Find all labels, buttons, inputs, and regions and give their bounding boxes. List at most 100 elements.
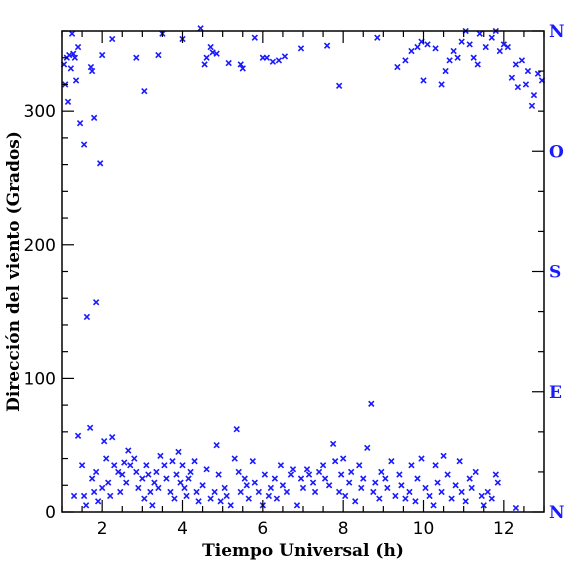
- data-point: [199, 482, 206, 489]
- y-tick-label: 200: [24, 236, 56, 256]
- data-point: [265, 492, 273, 500]
- data-point: [211, 488, 218, 496]
- data-point: [131, 455, 138, 462]
- data-point: [133, 54, 140, 61]
- data-point: [488, 34, 495, 41]
- data-point: [500, 41, 507, 48]
- data-point: [163, 475, 170, 482]
- data-point: [83, 313, 91, 321]
- data-point: [430, 502, 437, 509]
- data-point: [225, 59, 232, 67]
- data-point: [185, 475, 192, 482]
- data-point: [67, 65, 75, 72]
- data-point: [99, 484, 106, 492]
- data-point: [107, 492, 114, 500]
- data-point: [243, 482, 250, 489]
- data-point: [440, 452, 447, 460]
- data-point: [452, 482, 459, 489]
- data-points: [60, 25, 546, 512]
- data-point: [207, 495, 214, 502]
- data-point: [311, 488, 319, 496]
- data-point: [329, 440, 337, 448]
- data-point: [414, 43, 421, 51]
- data-point: [147, 488, 154, 496]
- data-point: [305, 471, 313, 478]
- data-point: [90, 114, 98, 122]
- data-point: [213, 50, 220, 57]
- data-point: [213, 442, 220, 449]
- data-point: [309, 479, 317, 486]
- data-point: [438, 81, 445, 88]
- data-point: [396, 471, 403, 478]
- data-point: [231, 455, 238, 462]
- data-point: [121, 459, 128, 466]
- data-point: [183, 492, 190, 500]
- data-point: [88, 475, 96, 482]
- data-point: [406, 488, 413, 496]
- data-point: [70, 492, 78, 500]
- data-point: [297, 475, 305, 482]
- data-point: [139, 475, 146, 482]
- data-point: [392, 492, 399, 500]
- data-point: [74, 43, 82, 51]
- data-point: [458, 488, 465, 496]
- data-point: [275, 57, 283, 64]
- plot-frame: [61, 30, 545, 513]
- data-point: [241, 475, 248, 482]
- data-point: [105, 479, 112, 486]
- data-point: [402, 495, 409, 502]
- data-point: [177, 479, 184, 486]
- data-point: [80, 141, 88, 148]
- data-point: [512, 61, 520, 68]
- data-point: [96, 160, 104, 167]
- data-point: [271, 475, 279, 482]
- data-point: [514, 83, 522, 91]
- data-point: [368, 400, 375, 407]
- data-point: [484, 488, 491, 496]
- data-point: [127, 462, 134, 469]
- y-tick-label: 100: [24, 369, 56, 389]
- data-point: [325, 482, 333, 489]
- data-point: [456, 458, 463, 465]
- cardinal-label: N: [549, 503, 565, 523]
- x-tick-label: 12: [493, 519, 515, 539]
- axis-ticks: [61, 30, 545, 513]
- data-point: [518, 57, 526, 64]
- data-point: [508, 74, 516, 81]
- y-tick-labels: 0 100 200 300: [24, 102, 56, 523]
- data-point: [169, 458, 176, 465]
- data-point: [342, 492, 349, 500]
- data-point: [534, 70, 542, 77]
- y-tick-label: 300: [24, 102, 56, 122]
- data-point: [151, 479, 158, 486]
- data-point: [374, 34, 381, 41]
- data-point: [263, 54, 271, 61]
- data-point: [239, 65, 246, 72]
- data-point: [76, 120, 84, 127]
- data-point: [233, 425, 240, 433]
- data-point: [90, 488, 98, 496]
- data-point: [86, 424, 94, 431]
- data-point: [422, 484, 429, 492]
- data-point: [488, 495, 495, 502]
- data-point: [82, 502, 90, 509]
- data-point: [398, 482, 405, 489]
- data-point: [143, 462, 150, 469]
- data-point: [293, 502, 301, 509]
- data-point: [201, 61, 208, 68]
- data-point: [466, 475, 473, 482]
- data-point: [358, 484, 365, 492]
- x-tick-label: 10: [413, 519, 435, 539]
- data-point: [251, 34, 258, 41]
- data-point: [235, 468, 242, 476]
- data-point: [203, 466, 210, 473]
- data-point: [315, 468, 323, 476]
- data-point: [331, 458, 339, 465]
- data-point: [340, 455, 347, 462]
- data-point: [303, 466, 311, 473]
- data-point: [420, 77, 427, 84]
- data-point: [78, 462, 86, 469]
- data-point: [352, 498, 359, 505]
- data-point: [323, 42, 331, 49]
